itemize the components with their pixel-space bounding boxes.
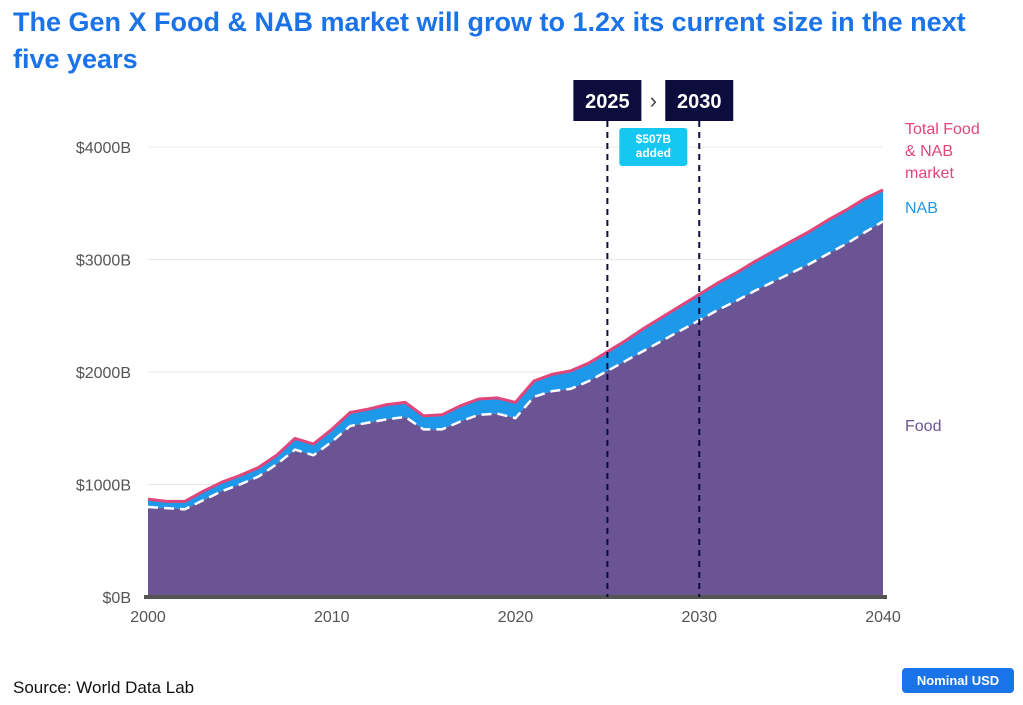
y-tick-label: $0B [103, 590, 131, 607]
series-label-total: market [905, 165, 954, 182]
source-note: Source: World Data Lab [13, 678, 195, 697]
series-label-total: Total Food [905, 121, 980, 138]
chart-areas [147, 188, 884, 598]
x-tick-label: 2030 [681, 609, 717, 626]
series-label-nab: NAB [905, 200, 938, 217]
axes: $0B $1000B $2000B $3000B $4000B 2000 2010 2020 2… [76, 140, 901, 626]
marker-box-2030 [665, 80, 734, 121]
y-tick-label: $2000B [76, 365, 131, 382]
food-area [148, 221, 883, 598]
x-tick-label: 2000 [130, 609, 166, 626]
x-tick-label: 2020 [498, 609, 534, 626]
marker-arrow-icon: › [650, 88, 657, 113]
series-label-food: Food [905, 418, 941, 435]
annotation-text: $507B [636, 132, 672, 146]
marker-box-2025 [573, 80, 642, 121]
y-tick-label: $1000B [76, 478, 131, 495]
annotation-box [619, 128, 688, 166]
x-tick-label: 2010 [314, 609, 350, 626]
marker-label-2030: 2030 [677, 91, 722, 113]
food-boundary-line [147, 220, 884, 511]
nominal-usd-badge[interactable]: Nominal USD [902, 668, 1014, 693]
series-label-total: & NAB [905, 143, 953, 160]
series-labels: Total Food & NAB market NAB Food [905, 121, 980, 435]
chart-title: The Gen X Food & NAB market will grow to… [13, 7, 966, 74]
y-tick-label: $3000B [76, 253, 131, 270]
annotation-text: added [636, 146, 671, 160]
y-tick-label: $4000B [76, 140, 131, 157]
total-market-line [147, 188, 884, 503]
x-tick-label: 2040 [865, 609, 901, 626]
marker-label-2025: 2025 [585, 91, 630, 113]
